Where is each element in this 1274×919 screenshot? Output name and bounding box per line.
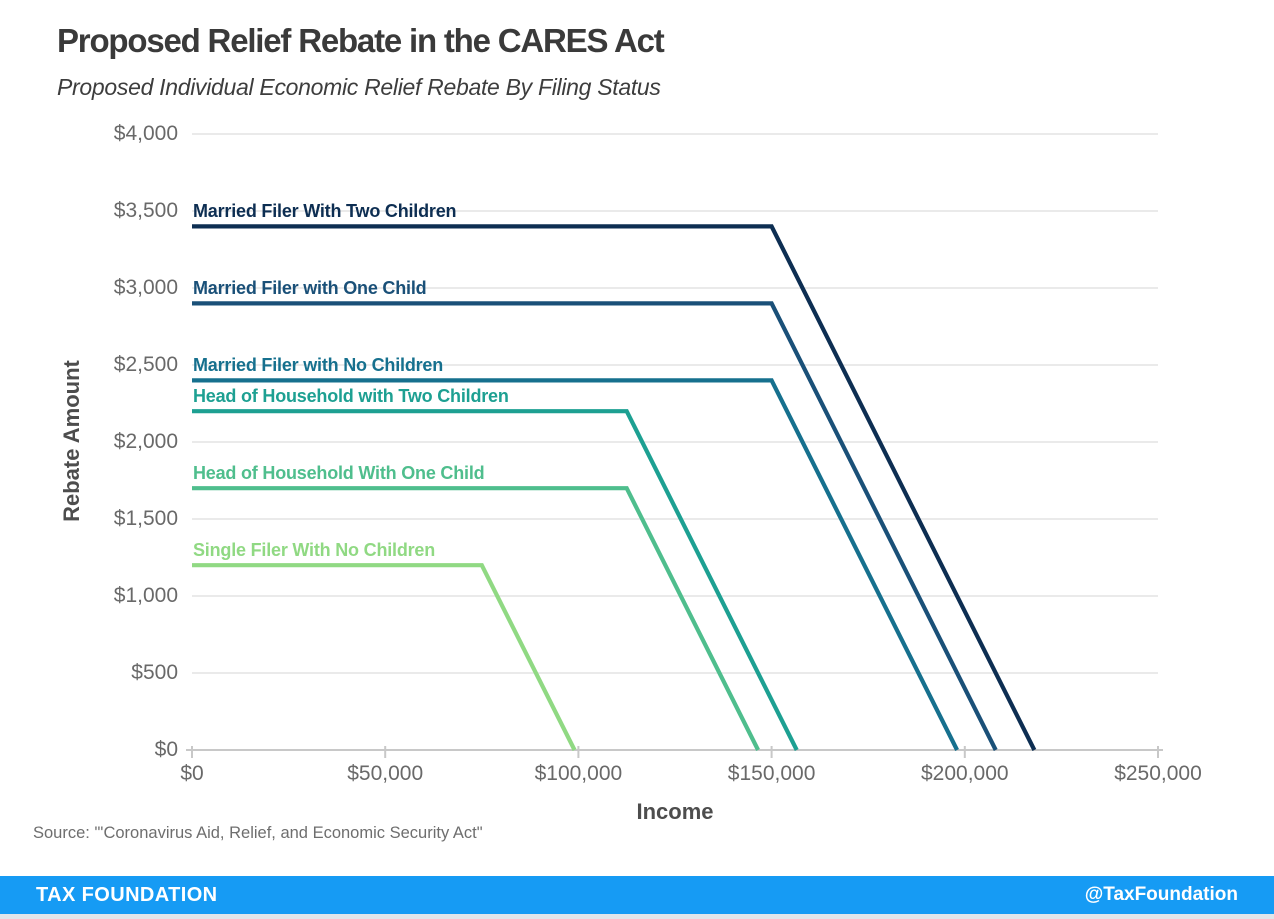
bottom-edge-strip <box>0 914 1274 919</box>
chart-subtitle: Proposed Individual Economic Relief Reba… <box>57 74 661 100</box>
source-note: Source: "'Coronavirus Aid, Relief, and E… <box>33 824 483 842</box>
series-line <box>192 409 799 751</box>
chart-title: Proposed Relief Rebate in the CARES Act <box>57 22 665 59</box>
series-line <box>192 301 998 751</box>
twitter-handle: @TaxFoundation <box>1084 884 1238 905</box>
series-line <box>192 378 959 751</box>
series-line <box>192 224 1037 751</box>
brand-name: TAX FOUNDATION <box>36 883 218 906</box>
series-line <box>192 486 760 751</box>
footer-bar: TAX FOUNDATION @TaxFoundation <box>0 876 1274 914</box>
series-line <box>192 563 577 751</box>
